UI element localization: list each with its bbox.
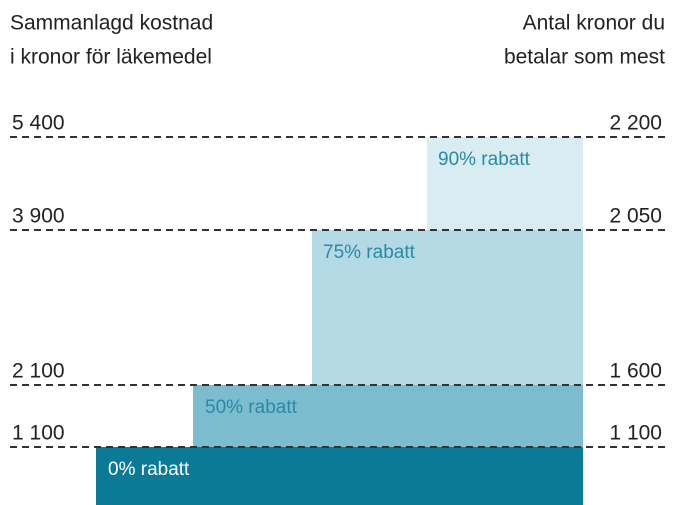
step-block — [427, 137, 583, 230]
step-label: 75% rabatt — [323, 242, 416, 263]
step-block — [312, 230, 583, 385]
right-label: 2 050 — [609, 205, 662, 228]
right-label: 1 100 — [609, 422, 662, 445]
step-label: 0% rabatt — [108, 459, 190, 480]
left-label: 3 900 — [12, 205, 65, 228]
left-label: 1 100 — [12, 422, 65, 445]
step-block — [193, 385, 583, 447]
right-title: betalar som mest — [504, 46, 665, 69]
step-label: 90% rabatt — [438, 149, 531, 170]
step-label: 50% rabatt — [205, 397, 298, 418]
left-title: Sammanlagd kostnad — [10, 12, 213, 35]
left-label: 2 100 — [12, 360, 65, 383]
right-label: 1 600 — [609, 360, 662, 383]
step-block — [96, 447, 583, 505]
left-title: i kronor för läkemedel — [10, 46, 212, 69]
right-title: Antal kronor du — [523, 12, 665, 35]
left-label: 5 400 — [12, 112, 65, 135]
right-label: 2 200 — [609, 112, 662, 135]
